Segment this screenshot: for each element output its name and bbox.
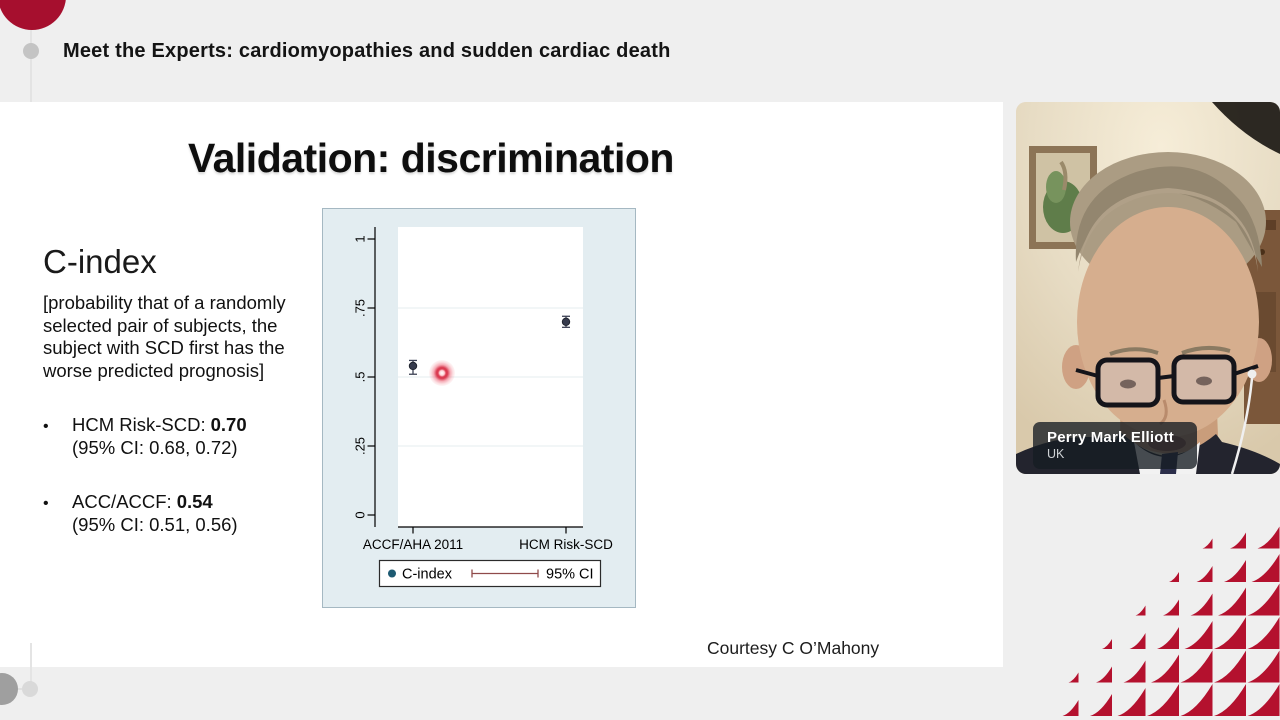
cindex-definition: [probability that of a randomly selected…	[43, 292, 286, 381]
brand-pattern-svg	[1062, 526, 1280, 716]
cindex-heading: C-index	[43, 243, 157, 280]
svg-text:C-index: C-index	[402, 567, 453, 583]
slide-title: Validation: discrimination	[188, 135, 674, 181]
svg-text:95% CI: 95% CI	[546, 567, 594, 583]
eye	[1120, 379, 1136, 389]
bullet-icon: •	[43, 418, 49, 435]
bullet-label: ACC/ACCF:	[72, 491, 172, 512]
svg-text:.75: .75	[353, 299, 368, 317]
speaker-video: Perry Mark Elliott UK	[1016, 102, 1280, 474]
earphone	[1247, 369, 1257, 379]
footer-circle-small	[22, 681, 38, 697]
session-title: Meet the Experts: cardiomyopathies and s…	[63, 40, 671, 62]
footer-timeline-line	[30, 643, 32, 689]
brand-circle	[0, 0, 66, 30]
bullet-text: ACC/ACCF: 0.54 (95% CI: 0.51, 0.56)	[72, 490, 238, 536]
svg-text:ACCF/AHA 2011: ACCF/AHA 2011	[363, 537, 463, 552]
timeline-dot	[23, 43, 39, 59]
laser-pointer-dot	[429, 360, 455, 386]
svg-text:.5: .5	[353, 372, 368, 383]
speaker-video-still	[1016, 102, 1280, 474]
footer-circle-large	[0, 673, 18, 705]
eyebrow	[1109, 347, 1159, 356]
cindex-chart-svg: 0 .25 .5 .75 1 ACCF/AHA 2011 HCM Risk-SCD C-ind…	[322, 208, 636, 608]
svg-text:HCM Risk-SCD: HCM Risk-SCD	[519, 537, 613, 552]
bullet-acc-accf: • ACC/ACCF: 0.54 (95% CI: 0.51, 0.56)	[43, 490, 323, 536]
dark-corner	[1212, 102, 1280, 154]
result-bullets: • HCM Risk-SCD: 0.70 (95% CI: 0.68, 0.72)…	[43, 413, 323, 567]
bullet-value: 0.54	[176, 491, 213, 512]
courtesy-credit: Courtesy C O’Mahony	[707, 638, 880, 658]
brand-pattern	[1030, 505, 1280, 720]
bullet-label: HCM Risk-SCD:	[72, 414, 206, 435]
svg-text:1: 1	[353, 235, 368, 242]
slide: Validation: discrimination C-index [prob…	[0, 102, 1003, 667]
speaker-name: Perry Mark Elliott	[1047, 429, 1174, 446]
speaker-country: UK	[1047, 447, 1065, 461]
bullet-ci: (95% CI: 0.51, 0.56)	[72, 514, 238, 535]
bullet-icon: •	[43, 495, 49, 512]
svg-text:.25: .25	[353, 437, 368, 455]
earphone-wire	[1230, 377, 1254, 474]
speaker-name-tag: Perry Mark Elliott UK	[1033, 422, 1197, 469]
svg-text:0: 0	[353, 511, 368, 518]
eyebrow	[1181, 346, 1231, 355]
bullet-text: HCM Risk-SCD: 0.70 (95% CI: 0.68, 0.72)	[72, 413, 247, 459]
cindex-chart: 0 .25 .5 .75 1 ACCF/AHA 2011 HCM Risk-SCD C-ind…	[322, 208, 636, 608]
bullet-ci: (95% CI: 0.68, 0.72)	[72, 437, 238, 458]
eye	[1196, 376, 1212, 386]
bullet-hcm-risk-scd: • HCM Risk-SCD: 0.70 (95% CI: 0.68, 0.72)	[43, 413, 323, 459]
face	[1077, 207, 1259, 437]
bullet-value: 0.70	[210, 414, 247, 435]
